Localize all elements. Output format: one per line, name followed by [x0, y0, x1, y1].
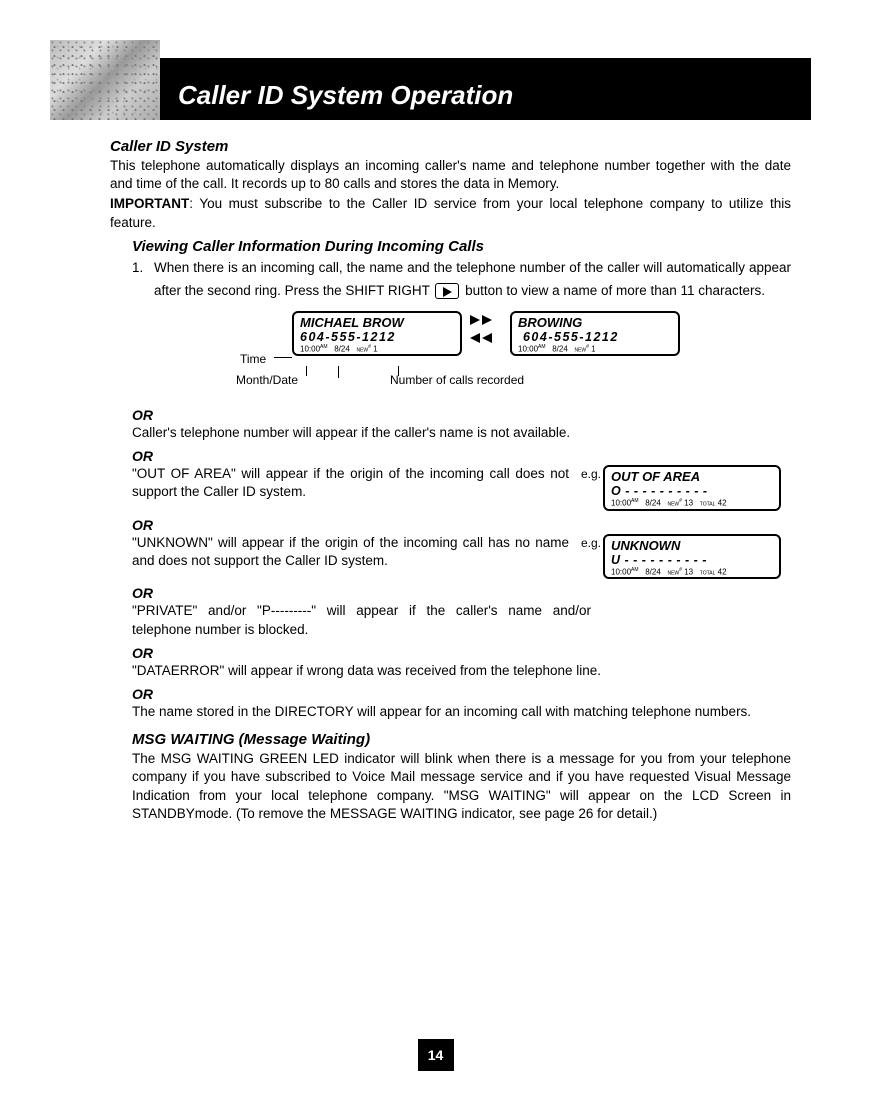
lcd1-ampm: AM — [320, 344, 328, 350]
page-number: 14 — [418, 1039, 454, 1071]
msg-waiting-heading: MSG WAITING (Message Waiting) — [132, 731, 791, 748]
item-text-b: button to view a name of more than 11 ch… — [461, 283, 765, 298]
lcd1-newlabel: NEW — [356, 347, 368, 353]
lcd1-number: 604-555-1212 — [300, 330, 454, 344]
or-2: OR — [132, 448, 791, 464]
lcd2-time: 10:00 — [518, 344, 538, 353]
lead-line — [338, 366, 339, 378]
lcd1-count: 1 — [373, 344, 377, 353]
lcd2-newlabel: NEW — [574, 347, 586, 353]
or-6: OR — [132, 686, 791, 702]
lcd-ooa-line1: OUT OF AREA — [611, 469, 773, 484]
or-5: OR — [132, 645, 791, 661]
important-text: : You must subscribe to the Caller ID se… — [110, 196, 791, 229]
lcd-unk-status: 10:00AM 8/24 NEW# 13 TOTAL 42 — [611, 567, 773, 577]
or-1: OR — [132, 407, 791, 423]
lcd-display-2: BROWING 604-555-1212 10:00AM 8/24 NEW# 1 — [510, 311, 680, 357]
lcd1-date: 8/24 — [334, 344, 350, 353]
lead-line — [398, 366, 399, 376]
page-content: Caller ID System This telephone automati… — [50, 138, 811, 823]
header-texture-graphic — [50, 40, 160, 120]
lcd2-hash: # — [586, 344, 589, 350]
lcd1-time: 10:00 — [300, 344, 320, 353]
lcd-display-1: MICHAEL BROW 604-555-1212 10:00AM 8/24 N… — [292, 311, 462, 357]
caller-id-heading: Caller ID System — [110, 138, 791, 155]
viewing-item-1: 1. When there is an incoming call, the n… — [132, 257, 791, 303]
eg-label-1: e.g. — [581, 467, 601, 481]
lcd2-number: 604-555-1212 — [518, 330, 672, 344]
msg-waiting-text: The MSG WAITING GREEN LED indicator will… — [132, 750, 791, 823]
lcd-unknown: UNKNOWN U - - - - - - - - - - 10:00AM 8/… — [603, 534, 781, 580]
lcd1-name: MICHAEL BROW — [300, 315, 454, 330]
caller-id-important: IMPORTANT: You must subscribe to the Cal… — [110, 195, 791, 231]
or1-text: Caller's telephone number will appear if… — [132, 424, 791, 442]
eg-label-2: e.g. — [581, 536, 601, 550]
lcd-diagram: MICHAEL BROW 604-555-1212 10:00AM 8/24 N… — [132, 311, 791, 401]
lcd1-status: 10:00AM 8/24 NEW# 1 — [300, 344, 454, 354]
lcd1-hash: # — [368, 344, 371, 350]
caller-id-intro: This telephone automatically displays an… — [110, 157, 791, 193]
viewing-heading: Viewing Caller Information During Incomi… — [132, 238, 791, 255]
lcd2-count: 1 — [591, 344, 595, 353]
time-label: Time — [240, 352, 266, 366]
lead-line — [274, 357, 292, 358]
important-label: IMPORTANT — [110, 196, 189, 211]
page-header: Caller ID System Operation — [50, 40, 811, 120]
or-3: OR — [132, 517, 791, 533]
or3-text: "UNKNOWN" will appear if the origin of t… — [132, 534, 569, 570]
page-title-banner: Caller ID System Operation — [160, 58, 811, 120]
lcd2-date: 8/24 — [552, 344, 568, 353]
lcd2-ampm: AM — [538, 344, 546, 350]
lcd-ooa-status: 10:00AM 8/24 NEW# 13 TOTAL 42 — [611, 498, 773, 508]
lcd-out-of-area: OUT OF AREA O - - - - - - - - - - 10:00A… — [603, 465, 781, 511]
or6-text: The name stored in the DIRECTORY will ap… — [132, 703, 791, 721]
scroll-arrows — [470, 315, 492, 346]
lcd-unk-line1: UNKNOWN — [611, 538, 773, 553]
lcd-unk-line2: U - - - - - - - - - - — [611, 553, 773, 567]
or-4: OR — [132, 585, 791, 601]
or4-text: "PRIVATE" and/or "P---------" will appea… — [132, 602, 791, 638]
lcd2-status: 10:00AM 8/24 NEW# 1 — [518, 344, 672, 354]
or2-text: "OUT OF AREA" will appear if the origin … — [132, 465, 569, 501]
shift-right-icon — [435, 283, 459, 299]
or5-text: "DATAERROR" will appear if wrong data wa… — [132, 662, 791, 680]
item-text: When there is an incoming call, the name… — [154, 257, 791, 303]
lead-line — [306, 366, 307, 376]
lcd2-name: BROWING — [518, 315, 672, 330]
calls-label: Number of calls recorded — [390, 373, 524, 387]
item-number: 1. — [132, 257, 154, 303]
lcd-ooa-line2: O - - - - - - - - - - — [611, 484, 773, 498]
monthdate-label: Month/Date — [236, 373, 298, 387]
